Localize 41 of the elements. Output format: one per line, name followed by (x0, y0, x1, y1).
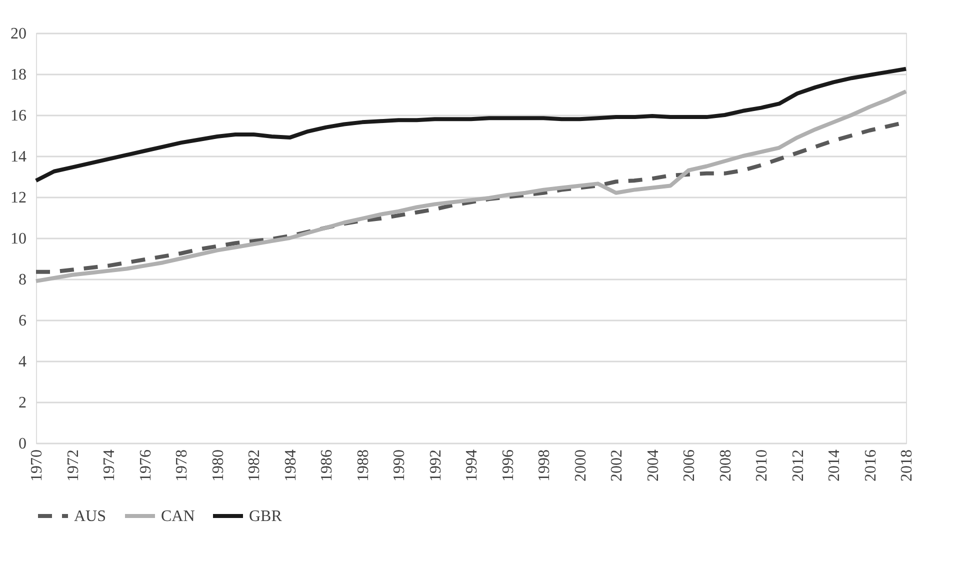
x-tick-label: 1970 (28, 450, 46, 482)
x-tick-label: 2016 (862, 450, 880, 482)
y-tick-label: 16 (10, 108, 26, 124)
legend-label: GBR (249, 508, 282, 525)
x-tick-label: 1984 (282, 450, 300, 482)
x-tick-label: 2008 (717, 450, 734, 482)
x-tick-label: 1982 (246, 450, 263, 482)
y-tick-label: 8 (18, 272, 26, 288)
y-tick-label: 20 (10, 26, 26, 42)
x-tick-label: 1980 (210, 450, 227, 482)
y-tick-label: 4 (18, 354, 26, 370)
x-tick-label: 2002 (608, 450, 626, 482)
x-tick-label: 2004 (644, 450, 662, 482)
x-tick-label: 1992 (427, 450, 444, 482)
x-tick-label: 1998 (536, 450, 553, 482)
x-tick-label: 2012 (790, 450, 807, 482)
y-tick-label: 6 (18, 312, 26, 330)
y-tick-label: 0 (18, 436, 26, 452)
x-tick-label: 2014 (826, 450, 843, 482)
legend-label: AUS (74, 508, 106, 525)
x-tick-label: 1994 (464, 450, 480, 482)
x-tick-label: 1978 (174, 450, 190, 482)
line-series (34, 89, 908, 284)
y-tick-label: 12 (10, 190, 26, 206)
x-tick-label: 1996 (500, 450, 517, 482)
x-tick-label: 1990 (391, 450, 408, 482)
y-tick-label: 14 (10, 148, 26, 166)
x-tick-label: 2018 (898, 450, 916, 482)
y-tick-label: 2 (18, 394, 26, 412)
y-tick-label: 18 (10, 66, 26, 84)
x-tick-label: 1988 (354, 450, 372, 482)
x-tick-label: 2000 (572, 450, 590, 482)
x-tick-label: 1974 (101, 450, 118, 482)
legend-label: CAN (161, 508, 196, 525)
x-tick-label: 2006 (681, 450, 698, 482)
line-series (34, 66, 908, 183)
x-tick-label: 1976 (137, 450, 154, 482)
x-tick-label: 1972 (64, 450, 82, 482)
x-tick-label: 1986 (318, 450, 336, 482)
y-tick-label: 10 (10, 230, 26, 248)
x-tick-label: 2010 (754, 450, 770, 482)
